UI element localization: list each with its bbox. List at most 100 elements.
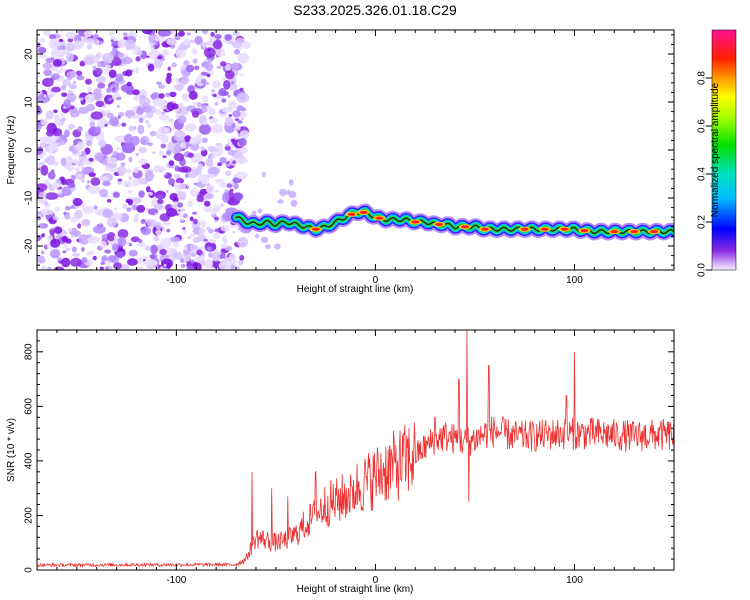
noise-blob — [198, 123, 212, 135]
noise-blob — [117, 52, 124, 58]
noise-blob — [95, 126, 102, 134]
noise-blob — [214, 189, 220, 193]
noise-blob — [52, 216, 59, 221]
colorbar-ticks: 0.0 0.2 0.4 0.6 0.8 — [697, 71, 712, 277]
noise-blob — [37, 93, 51, 104]
noise-blob — [104, 123, 108, 127]
noise-blob — [99, 240, 107, 249]
noise-blob — [158, 126, 168, 135]
noise-blob — [37, 147, 43, 156]
noise-blob — [159, 248, 167, 256]
noise-blob — [37, 143, 40, 147]
noise-blob — [50, 49, 57, 56]
noise-blob — [251, 210, 257, 217]
noise-blob — [225, 163, 231, 168]
noise-blob — [171, 62, 177, 68]
noise-blob — [140, 135, 150, 146]
noise-blob — [277, 199, 284, 204]
noise-blob — [85, 140, 93, 147]
noise-blob — [145, 111, 154, 119]
noise-blob — [150, 45, 155, 51]
noise-blob — [95, 75, 107, 84]
noise-blob — [173, 201, 178, 206]
noise-blob — [234, 193, 243, 202]
noise-blob — [290, 199, 298, 207]
noise-blob — [102, 180, 111, 187]
noise-blob — [136, 256, 143, 265]
noise-blob — [96, 60, 103, 68]
noise-blob — [154, 36, 160, 42]
noise-blob — [185, 64, 195, 73]
noise-blob — [161, 111, 166, 115]
track-hotspot-core — [347, 212, 356, 216]
noise-blob — [160, 134, 169, 144]
noise-blob — [145, 186, 151, 193]
noise-blob — [90, 177, 101, 186]
noise-blob — [163, 172, 167, 176]
noise-blob — [193, 101, 198, 106]
noise-blob — [224, 116, 234, 127]
noise-blob — [209, 117, 218, 124]
noise-blob — [254, 233, 259, 239]
noise-blob — [117, 236, 127, 247]
noise-blob — [157, 30, 171, 37]
spectrogram-y-tick-label: -20 — [24, 238, 35, 253]
noise-blob — [241, 107, 247, 112]
noise-blob — [111, 57, 122, 67]
noise-blob — [154, 203, 164, 210]
noise-blob — [60, 157, 67, 167]
noise-blob — [190, 259, 195, 264]
spectrogram-plot-area — [37, 30, 674, 270]
colorbar-tick-label: 0.4 — [697, 167, 708, 181]
noise-blob — [210, 38, 215, 42]
noise-blob — [121, 122, 127, 127]
noise-blob — [71, 246, 77, 253]
noise-blob — [68, 182, 76, 189]
noise-blob — [146, 123, 152, 129]
noise-blob — [87, 180, 90, 184]
noise-blob — [189, 39, 196, 44]
noise-blob — [81, 178, 85, 183]
noise-blob — [234, 118, 240, 121]
track-hotspot-core — [610, 230, 619, 234]
noise-blob — [43, 202, 51, 208]
noise-blob — [228, 114, 233, 117]
noise-blob — [214, 248, 219, 254]
noise-blob — [194, 35, 203, 45]
noise-blob — [74, 166, 81, 172]
noise-blob — [117, 165, 126, 177]
noise-blob — [197, 163, 204, 171]
noise-blob — [211, 124, 223, 134]
noise-blob — [154, 213, 158, 216]
noise-blob — [62, 106, 66, 109]
noise-blob — [148, 191, 153, 196]
noise-blob — [38, 53, 48, 59]
noise-blob — [211, 155, 216, 159]
noise-blob — [46, 155, 56, 166]
noise-blob — [99, 175, 109, 182]
noise-blob — [174, 182, 186, 191]
noise-blob — [261, 171, 266, 178]
noise-blob — [49, 228, 56, 236]
noise-blob — [215, 48, 222, 54]
noise-blob — [237, 236, 249, 248]
noise-blob — [165, 208, 178, 217]
noise-blob — [184, 135, 192, 143]
noise-blob — [51, 92, 57, 96]
noise-blob — [117, 178, 123, 182]
spectrogram-x-tick-label: -100 — [166, 275, 186, 286]
noise-blob — [237, 120, 243, 124]
noise-blob — [84, 94, 94, 102]
noise-blob — [196, 102, 203, 108]
noise-blob — [94, 152, 104, 162]
noise-blob — [156, 56, 163, 60]
noise-blob — [38, 136, 52, 144]
noise-blob — [225, 143, 230, 147]
noise-blob — [47, 94, 54, 98]
noise-blob — [96, 68, 103, 75]
noise-blob — [81, 257, 88, 264]
noise-blob — [189, 216, 194, 222]
noise-blob — [78, 106, 89, 115]
noise-blob — [207, 166, 220, 175]
noise-blob — [168, 160, 175, 166]
